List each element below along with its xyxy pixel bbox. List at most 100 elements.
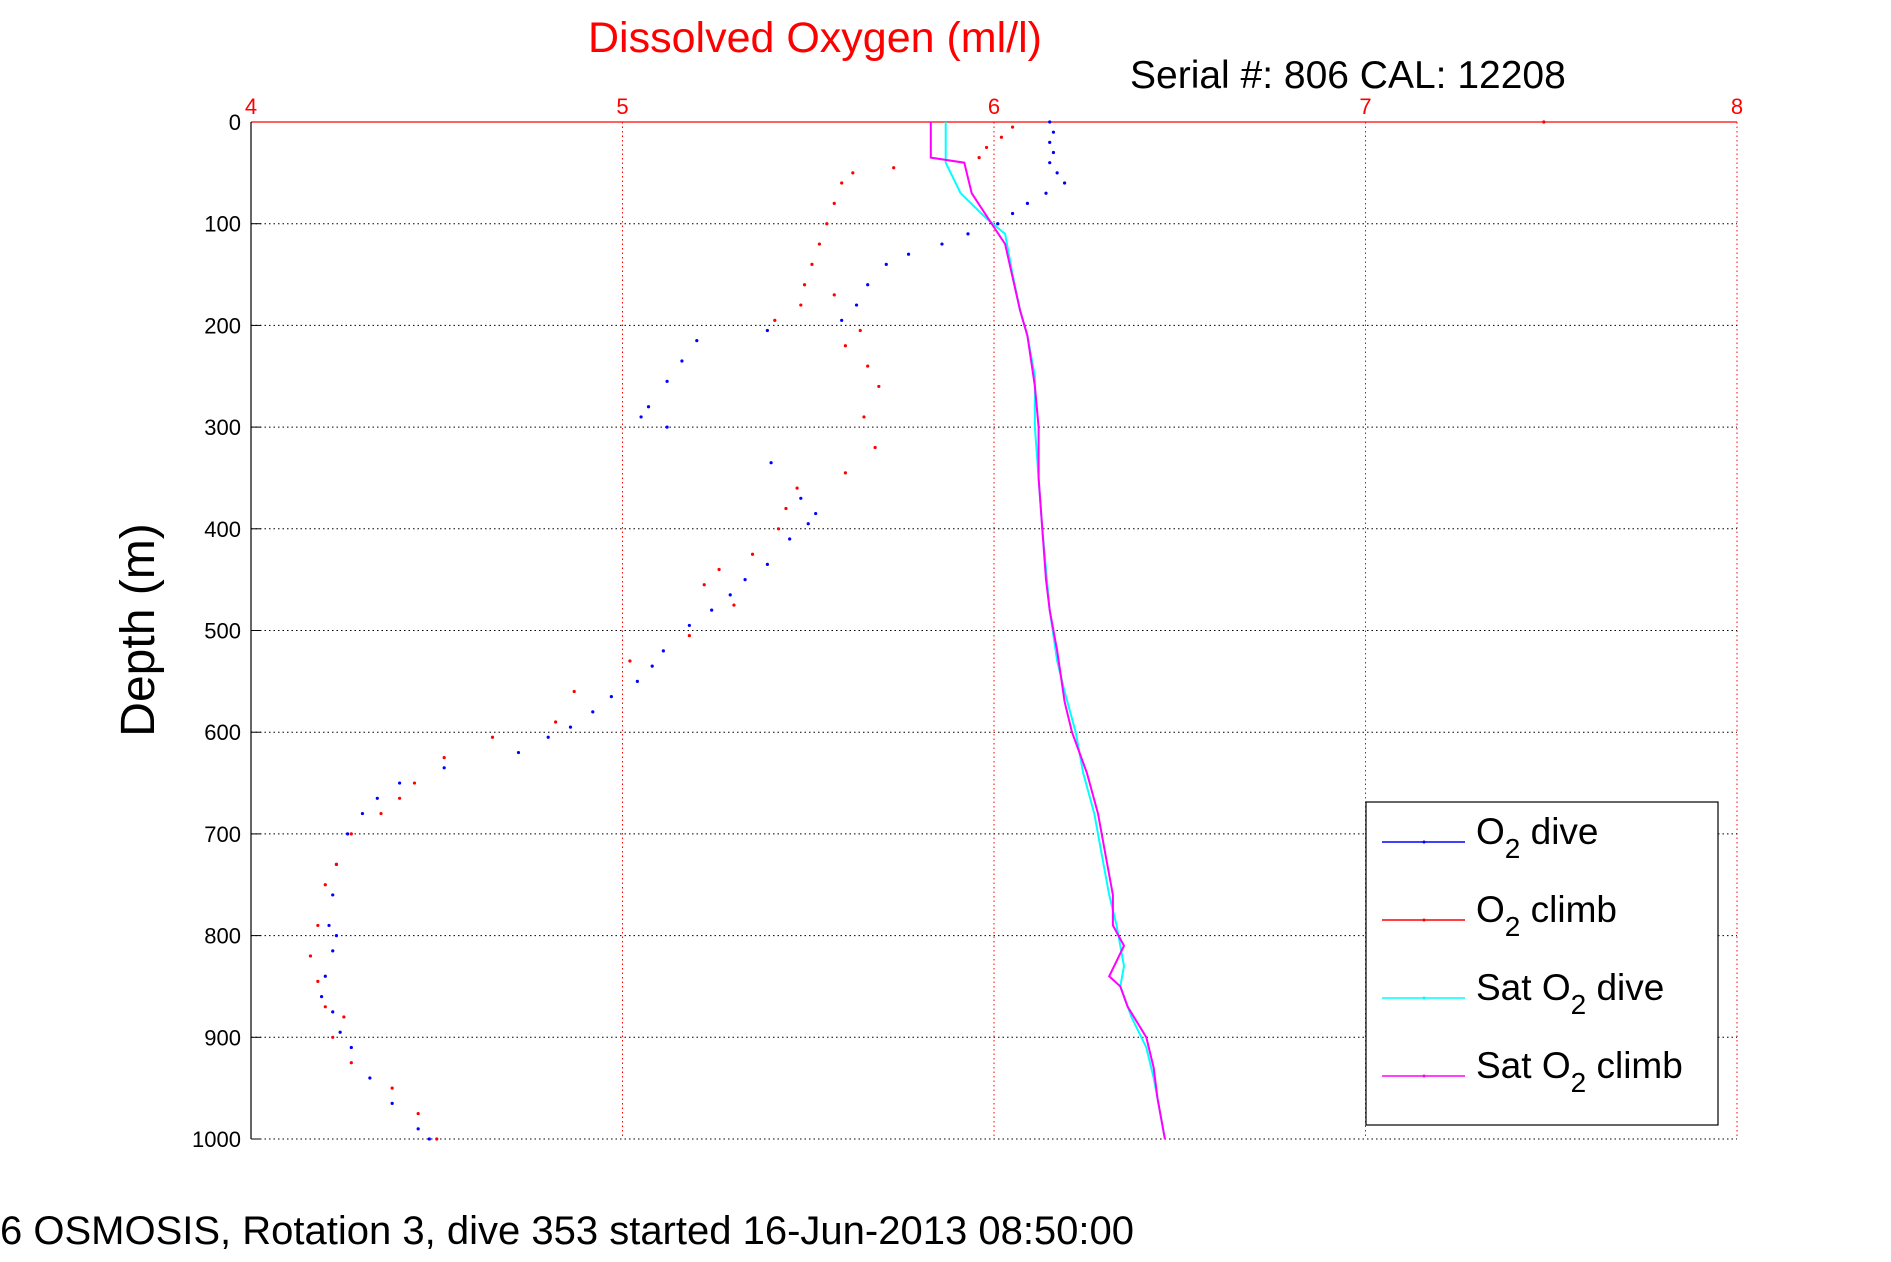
data-point <box>665 379 669 383</box>
data-point <box>840 318 844 322</box>
series-line <box>944 122 1166 1140</box>
legend-marker <box>1422 1074 1426 1078</box>
data-point <box>866 283 870 287</box>
data-point <box>906 252 911 256</box>
x-tick-label: 6 <box>988 94 1000 119</box>
data-point <box>776 527 781 531</box>
data-point <box>810 262 814 266</box>
data-point <box>398 781 402 785</box>
data-point <box>342 1015 346 1019</box>
data-point <box>977 155 981 160</box>
data-point <box>646 405 651 409</box>
data-point <box>687 633 691 638</box>
data-point <box>765 328 769 333</box>
data-point <box>788 537 792 541</box>
data-point <box>345 832 350 836</box>
y-axis-label: Depth (m) <box>112 523 165 736</box>
axes <box>250 121 1737 1140</box>
x-tick-label: 4 <box>245 94 257 119</box>
data-point <box>635 679 639 683</box>
data-point <box>795 486 799 490</box>
y-tick-label: 900 <box>204 1025 241 1050</box>
legend-label: Sat O2 climb <box>1476 1045 1683 1098</box>
legend-label: O2 dive <box>1476 811 1599 864</box>
data-point <box>732 603 736 607</box>
data-point <box>710 608 714 612</box>
data-point <box>390 1101 394 1106</box>
legend-marker <box>1422 840 1426 844</box>
data-point <box>572 689 576 694</box>
data-point <box>661 649 665 653</box>
data-point <box>877 384 881 389</box>
x-tick-labels: 4 5 6 7 8 <box>245 94 1743 119</box>
data-point <box>996 222 1000 226</box>
data-point <box>375 796 379 800</box>
y-tick-label: 100 <box>204 212 241 237</box>
y-tick-label: 300 <box>204 415 241 440</box>
data-point <box>843 344 848 348</box>
data-point <box>687 623 691 628</box>
y-tick-label: 400 <box>204 517 241 542</box>
data-point <box>554 720 558 724</box>
data-series <box>308 120 1546 1141</box>
series-o2-climb <box>308 120 1546 1141</box>
data-point <box>680 359 684 363</box>
data-point <box>773 318 777 322</box>
data-point <box>1044 191 1048 195</box>
data-point <box>806 522 810 526</box>
data-point <box>665 425 669 429</box>
data-point <box>1055 171 1059 175</box>
y-tick-label: 200 <box>204 313 241 338</box>
data-point <box>331 949 335 953</box>
data-point <box>854 303 859 307</box>
data-point <box>892 166 896 170</box>
data-point <box>799 303 803 307</box>
legend-label: Sat O2 dive <box>1476 967 1664 1020</box>
data-point <box>750 552 755 556</box>
legend-marker <box>1422 918 1426 922</box>
data-point <box>334 862 339 867</box>
data-point <box>743 578 747 582</box>
series-sat-o2-dive <box>944 122 1166 1140</box>
data-point <box>825 222 829 226</box>
data-point <box>862 415 866 419</box>
data-point <box>940 242 944 246</box>
data-point <box>873 445 877 450</box>
data-point <box>769 461 773 465</box>
chart-title: Dissolved Oxygen (ml/l) <box>588 14 1042 62</box>
data-point <box>516 750 521 755</box>
data-point <box>650 664 654 668</box>
data-point <box>568 725 573 729</box>
data-point <box>323 883 327 887</box>
data-point <box>1048 140 1052 144</box>
data-point <box>702 583 706 587</box>
data-point <box>334 934 339 938</box>
legend-box <box>1365 801 1719 1126</box>
x-tick-label: 7 <box>1359 94 1371 119</box>
data-point <box>799 496 803 500</box>
data-point <box>412 781 417 785</box>
data-point <box>843 471 848 475</box>
y-tick-label: 600 <box>204 720 241 745</box>
data-point <box>416 1127 420 1131</box>
data-point <box>1048 161 1052 165</box>
data-point <box>1010 125 1015 129</box>
series-o2-dive <box>319 120 1067 1141</box>
data-point <box>1048 120 1052 124</box>
data-point <box>323 974 327 978</box>
data-point <box>442 756 446 760</box>
data-point <box>884 262 888 266</box>
data-point <box>390 1086 394 1090</box>
data-point <box>840 181 844 185</box>
data-point <box>639 415 643 419</box>
data-point <box>784 506 788 511</box>
data-point <box>802 283 807 287</box>
data-point <box>1051 150 1056 155</box>
data-point <box>728 593 732 597</box>
data-point <box>695 339 699 343</box>
data-point <box>308 954 313 958</box>
data-point <box>398 796 402 800</box>
data-point <box>858 328 862 333</box>
data-point <box>851 171 855 175</box>
